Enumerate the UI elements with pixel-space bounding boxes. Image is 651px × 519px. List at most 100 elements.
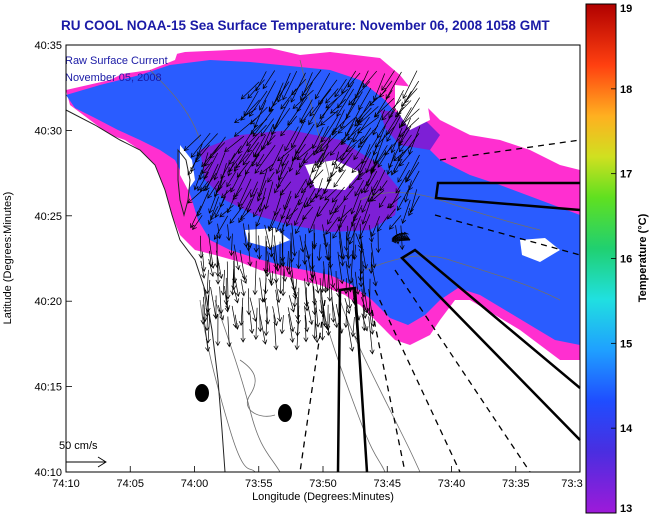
current-vector — [370, 242, 377, 269]
current-vector — [354, 70, 369, 100]
current-vector — [314, 178, 323, 199]
current-vector — [379, 180, 388, 192]
current-vector — [210, 206, 219, 221]
current-vector — [269, 90, 281, 113]
current-vector — [290, 118, 306, 149]
current-vector — [371, 180, 379, 192]
current-vector — [325, 89, 349, 109]
lane-boundary — [336, 286, 369, 473]
current-vector — [230, 268, 236, 296]
current-vector — [386, 208, 396, 220]
current-vector — [333, 271, 339, 293]
current-vector — [275, 289, 283, 323]
current-vector — [346, 316, 355, 352]
current-vector — [228, 153, 242, 173]
current-vector — [259, 163, 275, 175]
current-vector — [240, 278, 246, 297]
current-vector — [353, 205, 363, 222]
current-vector — [401, 199, 411, 224]
current-vector — [269, 144, 284, 172]
current-vector — [258, 187, 267, 213]
current-vector — [325, 88, 339, 104]
current-vector — [339, 152, 353, 173]
current-vector — [402, 70, 418, 99]
contour-line — [239, 359, 276, 417]
current-vector — [273, 314, 279, 351]
current-vector — [226, 224, 232, 242]
current-vector — [228, 145, 242, 166]
current-vector — [282, 70, 298, 101]
current-vector — [316, 106, 330, 128]
current-vector — [350, 189, 362, 215]
coastline — [65, 109, 226, 473]
current-vector — [372, 125, 386, 156]
current-vector — [358, 151, 372, 176]
current-vector — [236, 160, 250, 178]
current-vector — [278, 259, 284, 295]
current-vector — [408, 126, 421, 155]
current-vector — [253, 223, 259, 253]
current-vector — [299, 72, 313, 102]
current-vector — [345, 107, 361, 138]
current-vector — [233, 287, 240, 304]
lane-dashed — [374, 289, 461, 473]
current-vector — [215, 313, 221, 347]
current-vector — [304, 241, 311, 260]
current-vector — [256, 235, 262, 260]
current-vector — [368, 316, 375, 355]
current-vector — [200, 180, 209, 192]
contour-line — [364, 255, 561, 301]
current-vector — [358, 271, 364, 288]
current-vector — [220, 269, 226, 296]
current-vector — [299, 99, 313, 123]
current-vector — [246, 124, 267, 147]
current-vector — [343, 306, 349, 329]
current-vector — [234, 277, 241, 297]
x-tick-label: 74:00 — [181, 478, 209, 490]
current-vector — [331, 186, 345, 203]
current-vector — [226, 197, 235, 214]
current-vector — [350, 316, 356, 338]
current-vector — [269, 271, 275, 287]
y-axis-label: Latitude (Degrees:Minutes) — [2, 192, 14, 325]
current-vector — [215, 260, 221, 285]
current-vector — [300, 106, 314, 124]
current-vector — [327, 205, 339, 225]
current-vector — [354, 179, 364, 197]
y-tick-label: 40:20 — [34, 296, 62, 308]
current-vector — [248, 90, 268, 117]
current-vector — [388, 215, 402, 230]
current-vector — [285, 208, 299, 220]
current-vector — [285, 251, 291, 272]
current-vector — [343, 186, 355, 201]
current-vector — [373, 97, 395, 118]
current-vector — [361, 304, 367, 332]
cloud-mask — [270, 285, 580, 472]
current-vector — [207, 180, 220, 199]
current-vector — [183, 134, 202, 152]
x-tick-label: 74:05 — [116, 478, 144, 490]
contour-line — [299, 59, 331, 181]
current-vector — [335, 145, 356, 170]
current-vector — [302, 234, 308, 265]
current-vector — [238, 124, 257, 155]
current-vector — [400, 88, 418, 107]
current-vector — [295, 296, 301, 320]
current-vector — [312, 145, 329, 173]
cloud-hole — [520, 238, 560, 262]
current-vector — [352, 244, 358, 261]
current-vector — [291, 78, 307, 96]
x-tick-label: 73:50 — [309, 478, 337, 490]
current-vector — [347, 72, 361, 88]
current-vector — [296, 81, 313, 113]
current-vector — [357, 125, 379, 148]
current-vector — [314, 315, 320, 344]
current-vector — [226, 171, 237, 188]
colorbar-label: Temperature (°C) — [637, 213, 649, 302]
current-vector — [274, 170, 289, 194]
current-vector — [267, 171, 275, 183]
current-vector — [346, 251, 352, 269]
current-vector — [378, 196, 387, 209]
current-vector — [253, 196, 266, 218]
current-vector — [394, 100, 412, 118]
